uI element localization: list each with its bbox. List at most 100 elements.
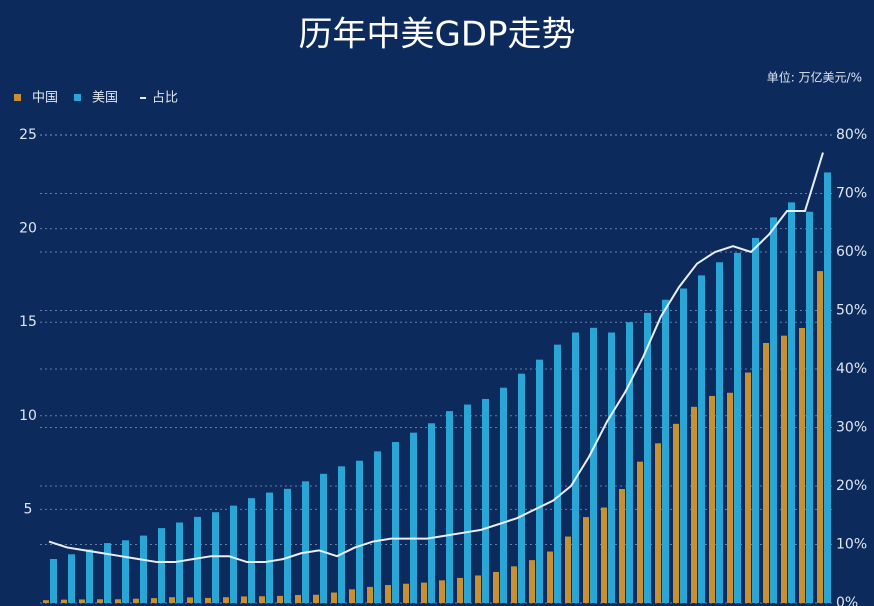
bar [61, 599, 67, 603]
bar [205, 597, 211, 603]
y2-tick-label: 20% [836, 478, 867, 494]
y2-tick-label: 30% [836, 420, 867, 436]
bar [709, 395, 715, 603]
bar [284, 488, 291, 603]
bar [259, 596, 265, 603]
bar [50, 559, 57, 603]
bar [266, 492, 273, 603]
bar [248, 498, 255, 603]
bar [176, 522, 183, 603]
bar [230, 505, 237, 603]
bar [799, 328, 805, 603]
bar [619, 488, 625, 603]
bar [824, 172, 831, 603]
y-tick-label: 5 [24, 501, 33, 517]
bar [673, 423, 679, 603]
bar [140, 535, 147, 603]
bar [817, 271, 823, 603]
bar [79, 599, 85, 603]
bar [367, 586, 373, 603]
bar [392, 442, 399, 603]
bar [770, 217, 777, 604]
bar [464, 404, 471, 603]
bar [428, 423, 435, 603]
bar [133, 598, 139, 603]
bar [43, 600, 49, 603]
bar [194, 516, 201, 603]
line [48, 152, 824, 564]
y2-tick-label: 10% [836, 537, 867, 553]
bar [410, 432, 417, 603]
bar [655, 443, 661, 603]
legend-label: 占比 [152, 91, 178, 106]
bar [223, 597, 229, 603]
y-tick-label: 10 [19, 408, 37, 424]
bar [518, 373, 525, 603]
bar [691, 406, 697, 603]
bar [493, 571, 499, 603]
y2-tick-label: 70% [836, 186, 867, 202]
y2-tick-label: 60% [836, 244, 867, 260]
bar [500, 387, 507, 603]
bar [698, 275, 705, 603]
bar [158, 528, 165, 603]
bar [716, 262, 723, 603]
bar [637, 461, 643, 603]
bar [212, 512, 219, 603]
bar [662, 299, 669, 603]
legend-marker [74, 94, 81, 101]
bar [529, 560, 535, 603]
bar [554, 344, 561, 603]
bar [302, 481, 309, 603]
bar [745, 372, 751, 603]
bar [752, 237, 759, 603]
bar [475, 575, 481, 603]
bar [104, 543, 111, 603]
bar [734, 252, 741, 603]
unit-label: 单位: 万亿美元/% [767, 70, 862, 85]
bar [115, 599, 121, 603]
bar [680, 288, 687, 603]
bar [608, 332, 615, 603]
legend-label: 美国 [92, 91, 118, 106]
bar [295, 594, 301, 603]
bar [187, 597, 193, 603]
y2-tick-label: 0% [836, 595, 858, 606]
bar [97, 599, 103, 603]
legend-label: 中国 [32, 91, 58, 106]
bar [572, 332, 579, 603]
bar [122, 540, 129, 603]
bar [763, 342, 769, 603]
y-tick-label: 15 [19, 314, 37, 330]
bar [781, 335, 787, 603]
bar [374, 451, 381, 603]
bar [313, 594, 319, 603]
bar [385, 585, 391, 603]
y2-tick-label: 50% [836, 303, 867, 319]
y-tick-label: 25 [19, 127, 37, 143]
bar [547, 551, 553, 603]
bar [241, 596, 247, 603]
legend-marker [14, 94, 21, 101]
bar [338, 466, 345, 603]
bar [356, 460, 363, 603]
bar [277, 595, 283, 603]
bar [644, 312, 651, 603]
bar [806, 211, 813, 603]
bar [403, 583, 409, 603]
bar [320, 473, 327, 603]
bar [331, 592, 337, 603]
bar [169, 597, 175, 603]
bar [151, 598, 157, 603]
chart-title: 历年中美GDP走势 [298, 15, 575, 55]
y-tick-label: 20 [19, 221, 37, 237]
bar [788, 202, 795, 603]
bar [601, 507, 607, 603]
y2-tick-label: 40% [836, 361, 867, 377]
bar [446, 411, 453, 603]
bar [626, 322, 633, 603]
bar [590, 327, 597, 603]
bar [511, 566, 517, 603]
bar [536, 359, 543, 603]
